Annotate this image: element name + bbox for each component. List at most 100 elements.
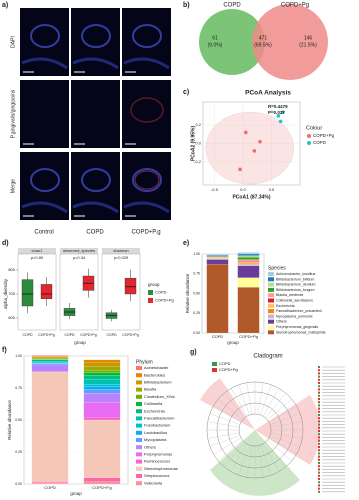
legend-label: Others bbox=[276, 320, 287, 324]
y-tick-label: 1.00 bbox=[15, 354, 22, 358]
column-label: COPD+P.g bbox=[131, 230, 160, 236]
legend-label: Bifidobacterium_dentium bbox=[276, 283, 316, 287]
key-marker bbox=[318, 401, 320, 404]
bar-segment bbox=[83, 477, 121, 482]
panel-label: a) bbox=[2, 2, 8, 9]
point bbox=[252, 149, 257, 153]
point bbox=[258, 139, 262, 144]
key-marker bbox=[318, 420, 320, 423]
legend-swatch bbox=[212, 362, 217, 366]
legend-swatch bbox=[212, 368, 217, 372]
key-marker bbox=[318, 378, 320, 381]
legend-swatch bbox=[136, 416, 142, 421]
branch bbox=[207, 421, 240, 428]
key-marker bbox=[318, 382, 320, 384]
tissue-ring bbox=[30, 24, 60, 48]
legend-swatch bbox=[268, 319, 274, 324]
legend-label: Achromobacter_insolitus bbox=[276, 272, 316, 276]
key-marker bbox=[318, 462, 320, 464]
facet-title: shannon bbox=[113, 248, 128, 253]
bar-segment bbox=[31, 371, 69, 483]
bar-segment bbox=[83, 375, 121, 380]
key-marker bbox=[318, 468, 320, 471]
key-marker bbox=[318, 414, 320, 416]
key-marker bbox=[318, 385, 320, 388]
key-marker bbox=[318, 430, 320, 432]
legend-label: Bifidobacterium bbox=[144, 379, 172, 384]
branch bbox=[213, 437, 242, 455]
legend-label: Porphyromonas bbox=[144, 451, 172, 456]
percent: (69.5%) bbox=[254, 42, 272, 48]
key-marker bbox=[318, 433, 320, 436]
bar-segment bbox=[237, 255, 260, 258]
micrograph bbox=[122, 80, 171, 148]
branch bbox=[218, 399, 243, 420]
chart-title: PCoA Analysis bbox=[245, 90, 291, 97]
column-label: Control bbox=[34, 230, 53, 236]
legend-label: Lactobacillus bbox=[144, 430, 167, 435]
key-marker bbox=[318, 407, 320, 410]
legend-label: COPD+Pg bbox=[155, 298, 174, 303]
legend-swatch bbox=[268, 277, 274, 282]
key-marker bbox=[318, 446, 320, 448]
x-axis-label: group bbox=[74, 340, 86, 345]
x-tick-label: COPD bbox=[44, 485, 56, 490]
legend-label: Streptococcus bbox=[144, 473, 169, 478]
legend-swatch bbox=[268, 309, 274, 314]
bar-segment bbox=[237, 261, 260, 262]
tissue-ring bbox=[81, 24, 111, 48]
tissue bbox=[72, 201, 119, 214]
bar-segment bbox=[83, 359, 121, 363]
x-axis-label: group bbox=[227, 340, 239, 345]
signal bbox=[130, 97, 164, 123]
legend-label: Escherichia bbox=[276, 304, 295, 308]
legend-swatch bbox=[268, 314, 274, 319]
x-tick-label: COPD bbox=[106, 333, 117, 337]
set-label: COPD+Pg bbox=[281, 3, 309, 9]
count: 61 bbox=[212, 35, 218, 41]
x-tick-label: 0.0 bbox=[240, 187, 246, 192]
legend-label: Mycoplasma_pulmonis bbox=[276, 314, 313, 318]
y-tick-label: 600 bbox=[8, 315, 15, 320]
y-tick-label: 0.25 bbox=[193, 311, 200, 315]
tissue-ring bbox=[132, 24, 162, 48]
bar-segment bbox=[237, 265, 260, 278]
micrograph bbox=[71, 80, 120, 148]
panel-label: b) bbox=[183, 2, 190, 9]
legend-label: Bifidobacterium_bifidum bbox=[276, 277, 314, 281]
tissue bbox=[21, 57, 68, 70]
branch bbox=[267, 399, 292, 420]
branch bbox=[207, 432, 240, 439]
key-marker bbox=[318, 410, 320, 413]
legend-title: Phylum bbox=[136, 359, 153, 365]
branch bbox=[257, 382, 264, 415]
key-marker bbox=[318, 398, 320, 400]
legend-swatch bbox=[148, 298, 153, 303]
branch bbox=[230, 443, 248, 472]
signal bbox=[134, 170, 160, 190]
bar-segment bbox=[83, 378, 121, 385]
y-axis-label: Relative abundance bbox=[7, 400, 12, 440]
y-tick-label: 0.25 bbox=[15, 450, 22, 454]
bar-segment bbox=[31, 362, 69, 364]
legend-swatch bbox=[136, 466, 142, 471]
y-tick-label: 1.00 bbox=[193, 252, 200, 256]
facet-panel bbox=[59, 253, 99, 331]
legend-label: Bacteroides bbox=[144, 372, 165, 377]
y-tick-label: 0.50 bbox=[15, 418, 22, 422]
legend-swatch bbox=[136, 481, 142, 486]
bar-segment bbox=[31, 483, 69, 485]
bar-segment bbox=[31, 359, 69, 360]
annotation: P=0.027 bbox=[268, 110, 285, 115]
key-marker bbox=[318, 442, 320, 445]
facet-strip bbox=[60, 248, 98, 254]
bar-segment bbox=[31, 355, 69, 357]
legend-label: Stenotrophomonas_maltophilia bbox=[276, 330, 326, 334]
legend-swatch bbox=[268, 303, 274, 308]
branch bbox=[265, 442, 286, 467]
bar-segment bbox=[237, 257, 260, 260]
bar-segment bbox=[206, 255, 229, 257]
branch bbox=[267, 440, 292, 461]
bar-segment bbox=[83, 372, 121, 376]
